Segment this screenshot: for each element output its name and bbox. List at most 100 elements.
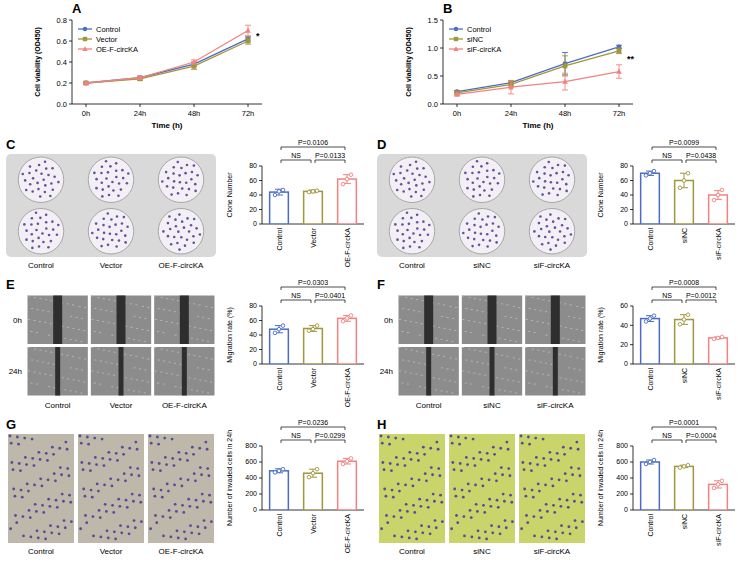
colony: [462, 232, 465, 235]
colony: [190, 224, 193, 227]
y-tick-label: 0.0: [57, 100, 67, 109]
cell: [119, 524, 122, 527]
texture: [144, 369, 146, 370]
texture: [80, 392, 82, 393]
wound-gap: [424, 296, 433, 345]
cell: [453, 488, 456, 491]
colony: [175, 225, 178, 228]
texture: [421, 300, 423, 301]
panel-letter: F: [377, 277, 385, 292]
cell: [562, 446, 565, 449]
texture: [147, 307, 149, 308]
colony: [186, 217, 189, 220]
texture: [411, 350, 413, 351]
cell: [394, 437, 397, 440]
texture: [482, 335, 484, 336]
cell: [88, 462, 91, 465]
marker: [562, 79, 568, 84]
colony: [31, 240, 34, 243]
legend-marker: [454, 27, 458, 31]
colony: [396, 229, 399, 232]
y-tick: [630, 478, 633, 479]
texture: [502, 378, 504, 379]
cell: [34, 503, 37, 506]
texture: [73, 379, 75, 380]
x-tick-label: 72h: [613, 109, 626, 118]
cell: [509, 474, 512, 477]
panel-letter: D: [377, 137, 386, 152]
colony: [428, 181, 431, 184]
cell: [33, 484, 36, 487]
data-point: [712, 198, 716, 202]
texture: [531, 372, 533, 373]
colony: [37, 188, 40, 191]
colony: [539, 215, 542, 218]
colony: [409, 245, 412, 248]
significance: P=0.0236: [298, 419, 328, 426]
cell: [381, 461, 384, 464]
texture: [410, 321, 412, 322]
error-bar: [562, 73, 568, 90]
colony: [559, 230, 562, 233]
texture: [462, 296, 464, 297]
texture: [515, 392, 517, 393]
texture: [108, 351, 110, 352]
texture: [111, 386, 113, 387]
texture: [528, 331, 530, 332]
texture: [402, 331, 404, 332]
cell: [527, 436, 530, 439]
cell: [140, 520, 143, 523]
cell: [128, 447, 131, 450]
y-tick-label: 40: [620, 322, 628, 329]
texture: [474, 298, 476, 299]
cell: [27, 490, 30, 493]
colony: [103, 232, 106, 235]
data-point: [644, 320, 648, 324]
plate: [377, 154, 587, 257]
y-tick: [630, 195, 633, 196]
colony: [167, 222, 170, 225]
texture: [70, 367, 72, 368]
cell: [387, 436, 390, 439]
bracket: [686, 300, 716, 303]
cell: [194, 479, 197, 482]
cell: [540, 536, 543, 539]
texture: [48, 335, 50, 336]
texture: [449, 380, 451, 381]
y-axis-title: Clone Number: [226, 172, 233, 218]
texture: [130, 355, 132, 356]
texture: [135, 356, 137, 357]
texture: [510, 317, 512, 318]
colony: [174, 218, 177, 221]
colony: [401, 233, 404, 236]
texture: [138, 340, 140, 341]
colony: [184, 244, 187, 247]
plot-area: [270, 457, 357, 510]
cell: [124, 479, 127, 482]
colony: [28, 172, 31, 175]
colony: [162, 230, 165, 233]
colony: [554, 226, 557, 229]
texture: [405, 320, 407, 321]
x-tick-label: Control: [647, 228, 654, 251]
texture: [499, 338, 501, 339]
plot-area: [270, 173, 357, 224]
panel-letter: G: [6, 417, 16, 432]
texture: [473, 321, 475, 322]
cell: [544, 464, 547, 467]
cell: [579, 494, 582, 497]
colony: [115, 176, 118, 179]
texture: [194, 327, 196, 328]
cell: [521, 461, 524, 464]
texture: [543, 351, 545, 352]
wound-gap: [426, 347, 431, 396]
cell: [548, 537, 551, 540]
data-point: [686, 171, 690, 175]
error-bar: [191, 60, 197, 64]
data-point: [648, 171, 652, 175]
bar: [338, 318, 357, 364]
cell: [122, 453, 125, 456]
y-tick: [630, 364, 633, 365]
cell: [31, 438, 34, 441]
texture: [83, 381, 85, 382]
